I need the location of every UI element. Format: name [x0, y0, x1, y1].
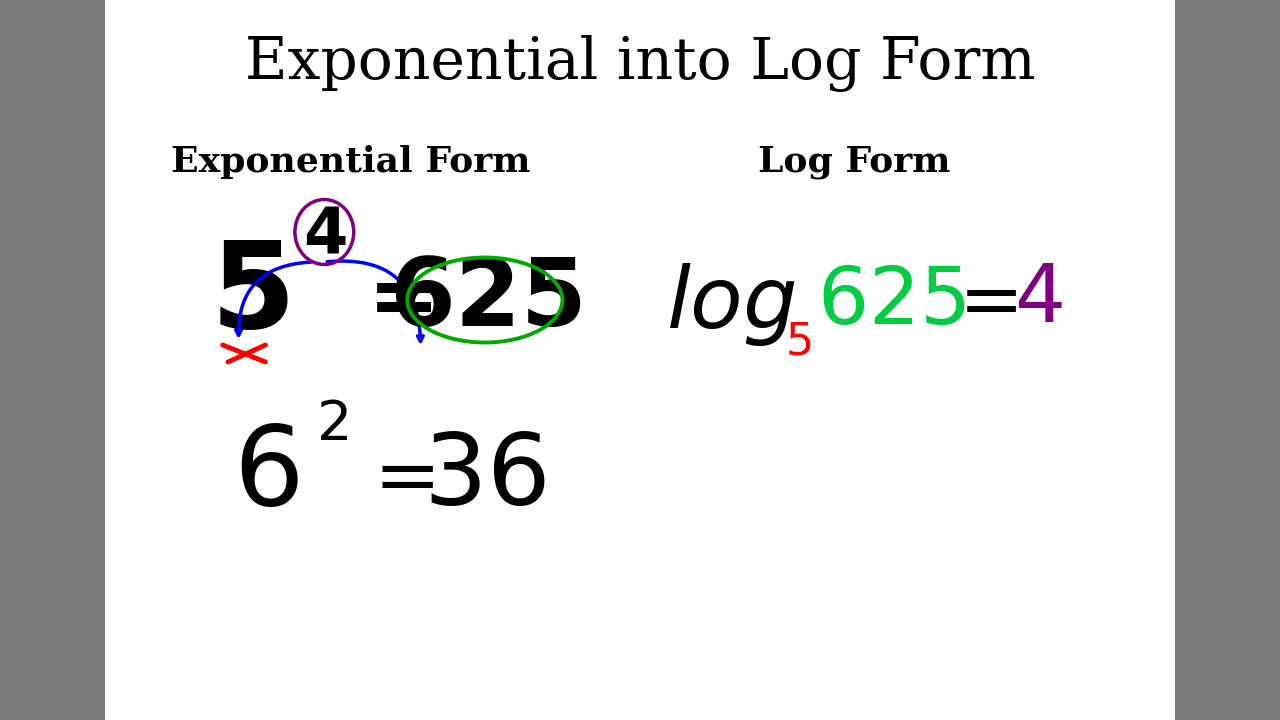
Text: $\mathbf{5}$: $\mathbf{5}$	[210, 236, 289, 354]
Text: $2$: $2$	[316, 397, 348, 452]
Text: $log$: $log$	[666, 261, 796, 348]
Text: Log Form: Log Form	[758, 145, 950, 179]
Text: $\mathbf{625}$: $\mathbf{625}$	[389, 254, 581, 346]
Text: $\mathbf{=}$: $\mathbf{=}$	[351, 256, 433, 340]
Text: $36$: $36$	[424, 431, 547, 526]
Text: $\mathbf{4}$: $\mathbf{4}$	[302, 204, 346, 266]
Text: $6$: $6$	[233, 421, 298, 528]
Text: $625$: $625$	[817, 263, 966, 341]
Text: Exponential Form: Exponential Form	[172, 145, 531, 179]
Text: Exponential into Log Form: Exponential into Log Form	[244, 35, 1036, 92]
Text: $=$: $=$	[943, 264, 1018, 340]
Text: $4$: $4$	[1014, 261, 1062, 339]
Text: $=$: $=$	[357, 439, 434, 517]
Text: $5$: $5$	[785, 320, 812, 364]
